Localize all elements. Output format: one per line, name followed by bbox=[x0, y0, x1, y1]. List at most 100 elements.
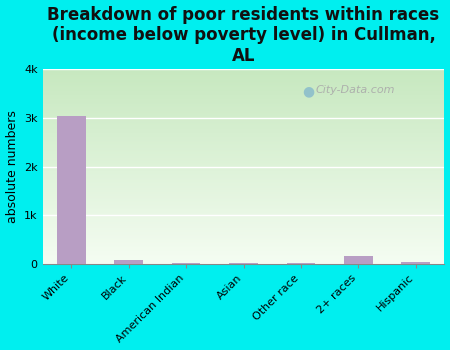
Bar bbox=[43, 120, 445, 121]
Bar bbox=[43, 187, 445, 188]
Bar bbox=[43, 209, 445, 210]
Bar bbox=[43, 201, 445, 202]
Bar bbox=[43, 261, 445, 262]
Bar bbox=[43, 210, 445, 211]
Text: ●: ● bbox=[302, 84, 314, 98]
Bar bbox=[43, 134, 445, 135]
Bar bbox=[43, 94, 445, 95]
Bar bbox=[43, 142, 445, 143]
Bar bbox=[43, 169, 445, 170]
Bar bbox=[43, 118, 445, 119]
Bar bbox=[43, 131, 445, 132]
Bar bbox=[43, 153, 445, 154]
Bar bbox=[43, 108, 445, 109]
Bar bbox=[43, 243, 445, 244]
Bar bbox=[43, 241, 445, 242]
Bar bbox=[43, 215, 445, 216]
Bar bbox=[43, 104, 445, 105]
Bar bbox=[43, 242, 445, 243]
Bar bbox=[43, 125, 445, 126]
Bar bbox=[43, 255, 445, 256]
Bar bbox=[43, 148, 445, 149]
Bar bbox=[43, 107, 445, 108]
Bar bbox=[43, 192, 445, 193]
Bar bbox=[43, 239, 445, 240]
Bar bbox=[43, 167, 445, 168]
Bar bbox=[43, 185, 445, 186]
Bar bbox=[43, 70, 445, 71]
Bar bbox=[57, 116, 86, 264]
Bar bbox=[43, 231, 445, 232]
Bar bbox=[43, 223, 445, 224]
Bar bbox=[43, 219, 445, 220]
Bar bbox=[43, 257, 445, 258]
Bar bbox=[43, 121, 445, 122]
Bar bbox=[43, 248, 445, 249]
Bar bbox=[43, 246, 445, 247]
Bar bbox=[43, 155, 445, 156]
Bar bbox=[43, 214, 445, 215]
Bar bbox=[43, 206, 445, 208]
Bar bbox=[43, 218, 445, 219]
Bar bbox=[43, 254, 445, 255]
Bar bbox=[43, 151, 445, 152]
Bar bbox=[172, 263, 200, 264]
Bar bbox=[43, 256, 445, 257]
Bar bbox=[43, 221, 445, 222]
Bar bbox=[43, 72, 445, 74]
Bar bbox=[43, 132, 445, 133]
Bar bbox=[43, 259, 445, 260]
Bar bbox=[43, 163, 445, 164]
Bar bbox=[43, 81, 445, 82]
Bar bbox=[43, 119, 445, 120]
Bar bbox=[43, 194, 445, 195]
Bar bbox=[43, 128, 445, 129]
Bar bbox=[43, 179, 445, 180]
Bar bbox=[43, 145, 445, 146]
Bar bbox=[43, 205, 445, 206]
Bar bbox=[43, 220, 445, 221]
Bar bbox=[43, 88, 445, 89]
Bar bbox=[43, 79, 445, 80]
Bar bbox=[43, 198, 445, 199]
Bar bbox=[43, 149, 445, 150]
Bar bbox=[43, 227, 445, 228]
Bar bbox=[43, 237, 445, 238]
Bar bbox=[43, 159, 445, 160]
Bar bbox=[43, 157, 445, 158]
Bar bbox=[43, 184, 445, 185]
Bar bbox=[43, 162, 445, 163]
Bar bbox=[114, 260, 143, 264]
Bar bbox=[43, 74, 445, 75]
Bar bbox=[43, 112, 445, 113]
Bar bbox=[43, 100, 445, 101]
Bar bbox=[43, 91, 445, 92]
Bar bbox=[43, 96, 445, 97]
Bar bbox=[43, 186, 445, 187]
Bar bbox=[43, 225, 445, 226]
Bar bbox=[43, 135, 445, 137]
Bar bbox=[43, 226, 445, 227]
Bar bbox=[43, 251, 445, 252]
Text: City-Data.com: City-Data.com bbox=[316, 85, 396, 95]
Bar bbox=[43, 234, 445, 236]
Bar bbox=[43, 188, 445, 189]
Bar bbox=[43, 174, 445, 175]
Bar bbox=[43, 189, 445, 190]
Bar bbox=[43, 164, 445, 166]
Bar bbox=[43, 95, 445, 96]
Bar bbox=[43, 203, 445, 204]
Bar bbox=[43, 252, 445, 253]
Bar bbox=[43, 178, 445, 179]
Bar bbox=[43, 249, 445, 250]
Bar bbox=[43, 217, 445, 218]
Bar bbox=[401, 262, 430, 264]
Bar bbox=[43, 103, 445, 104]
Bar bbox=[43, 160, 445, 161]
Bar bbox=[43, 99, 445, 100]
Bar bbox=[43, 122, 445, 123]
Bar bbox=[43, 166, 445, 167]
Bar bbox=[43, 150, 445, 151]
Bar bbox=[43, 71, 445, 72]
Bar bbox=[43, 232, 445, 233]
